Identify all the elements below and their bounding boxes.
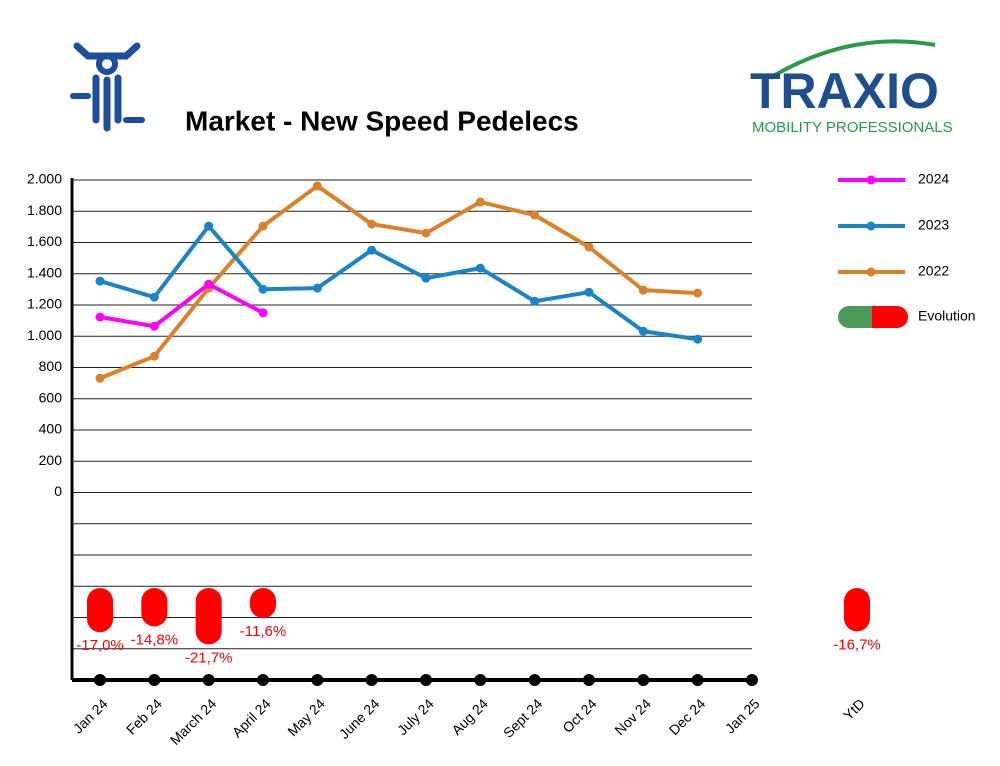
logo-swoosh	[768, 39, 936, 80]
x-tick-label: July 24	[394, 695, 437, 738]
legend-label: 2022	[918, 263, 949, 279]
legend-label: 2023	[918, 217, 949, 233]
data-point	[367, 219, 377, 229]
evolution-bar	[87, 588, 113, 633]
data-point	[204, 221, 214, 231]
x-tick-dot	[94, 674, 106, 686]
data-point	[95, 373, 105, 383]
evolution-label: -14,8%	[131, 631, 179, 648]
x-tick-dot	[691, 674, 704, 686]
evolution-bar	[141, 588, 168, 627]
evolution-label: -16,7%	[833, 636, 881, 653]
rider-icon	[70, 42, 145, 132]
x-tick-label: Sept 24	[500, 695, 546, 741]
y-tick-label: 2.000	[27, 171, 62, 187]
data-point	[584, 287, 594, 297]
data-point	[475, 263, 485, 273]
data-point	[258, 308, 268, 318]
data-point	[584, 242, 594, 252]
legend-label: 2024	[918, 171, 949, 187]
y-tick-label: 1.200	[27, 296, 62, 312]
y-tick-label: 1.400	[27, 264, 62, 280]
evolution-label: -17,0%	[76, 637, 124, 654]
x-tick-label: April 24	[229, 695, 274, 740]
evolution-label: -11,6%	[240, 623, 286, 640]
legend-dot	[866, 175, 876, 185]
y-tick-label: 0	[54, 483, 62, 499]
data-point	[475, 197, 485, 207]
evolution-bar	[249, 588, 276, 619]
x-tick-dot	[419, 674, 432, 686]
x-tick-label: Feb 24	[123, 695, 165, 737]
x-tick-label: YtD	[840, 695, 868, 723]
x-tick-dot	[474, 674, 487, 686]
data-point	[149, 292, 159, 302]
data-point	[149, 321, 159, 331]
legend-label: Evolution	[918, 308, 976, 324]
evolution-label: -21,7%	[185, 649, 233, 666]
x-tick-label: Oct 24	[559, 695, 600, 736]
legend-evolution-pos	[838, 306, 883, 328]
x-tick-label: May 24	[284, 695, 328, 739]
logo-name: TRAXIO	[750, 63, 939, 119]
data-point	[693, 334, 703, 344]
data-point	[258, 284, 268, 294]
data-point	[149, 351, 159, 361]
x-tick-label: June 24	[336, 695, 383, 742]
legend-evolution-neg	[872, 306, 908, 328]
x-tick-label: Jan 25	[722, 695, 763, 736]
evolution-bar	[844, 588, 870, 632]
data-point	[258, 221, 268, 231]
data-point	[204, 279, 214, 289]
data-point	[95, 276, 105, 286]
x-tick-dot	[582, 674, 595, 686]
logo: TRAXIO MOBILITY PROFESSIONALS	[750, 39, 953, 136]
data-point	[530, 210, 540, 220]
evolution-bar	[195, 588, 222, 645]
y-tick-label: 800	[39, 358, 63, 374]
data-point	[95, 312, 105, 322]
data-point	[312, 181, 322, 191]
x-tick-label: Nov 24	[611, 695, 654, 738]
y-tick-label: 1.600	[27, 233, 62, 249]
x-tick-label: Dec 24	[666, 695, 709, 738]
y-tick-label: 600	[39, 389, 63, 405]
x-tick-dot	[637, 674, 650, 686]
x-tick-dot	[745, 674, 758, 686]
logo-tagline: MOBILITY PROFESSIONALS	[752, 119, 953, 136]
data-point	[693, 288, 703, 298]
x-tick-dot	[528, 674, 541, 686]
y-tick-label: 400	[39, 421, 63, 437]
series-line	[99, 183, 698, 381]
data-point	[312, 283, 322, 293]
x-tick-dot	[365, 674, 378, 686]
x-tick-label: Jan 24	[70, 695, 111, 736]
data-point	[421, 228, 431, 238]
x-tick-label: March 24	[167, 695, 220, 748]
legend-dot	[866, 267, 876, 277]
y-tick-label: 200	[39, 452, 63, 468]
data-point	[367, 245, 377, 255]
data-point	[638, 285, 648, 295]
x-tick-dot	[311, 674, 324, 686]
data-point	[421, 273, 431, 283]
data-point	[638, 326, 648, 336]
legend-dot	[866, 221, 876, 231]
x-tick-dot	[202, 674, 215, 686]
series-line	[99, 282, 264, 329]
series-line	[99, 224, 698, 342]
x-tick-dot	[148, 674, 161, 686]
x-tick-label: Aug 24	[448, 695, 491, 738]
x-tick-dot	[256, 674, 269, 686]
chart-title: Market - New Speed Pedelecs	[185, 105, 579, 136]
y-tick-label: 1.800	[27, 202, 62, 218]
y-tick-label: 1.000	[27, 327, 62, 343]
data-point	[530, 296, 540, 306]
